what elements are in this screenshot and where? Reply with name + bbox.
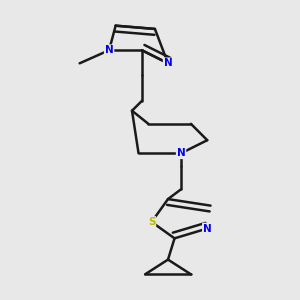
Text: N: N	[203, 224, 212, 233]
Text: N: N	[105, 45, 113, 55]
Text: N: N	[177, 148, 185, 158]
Text: S: S	[148, 217, 155, 227]
Text: N: N	[164, 58, 172, 68]
